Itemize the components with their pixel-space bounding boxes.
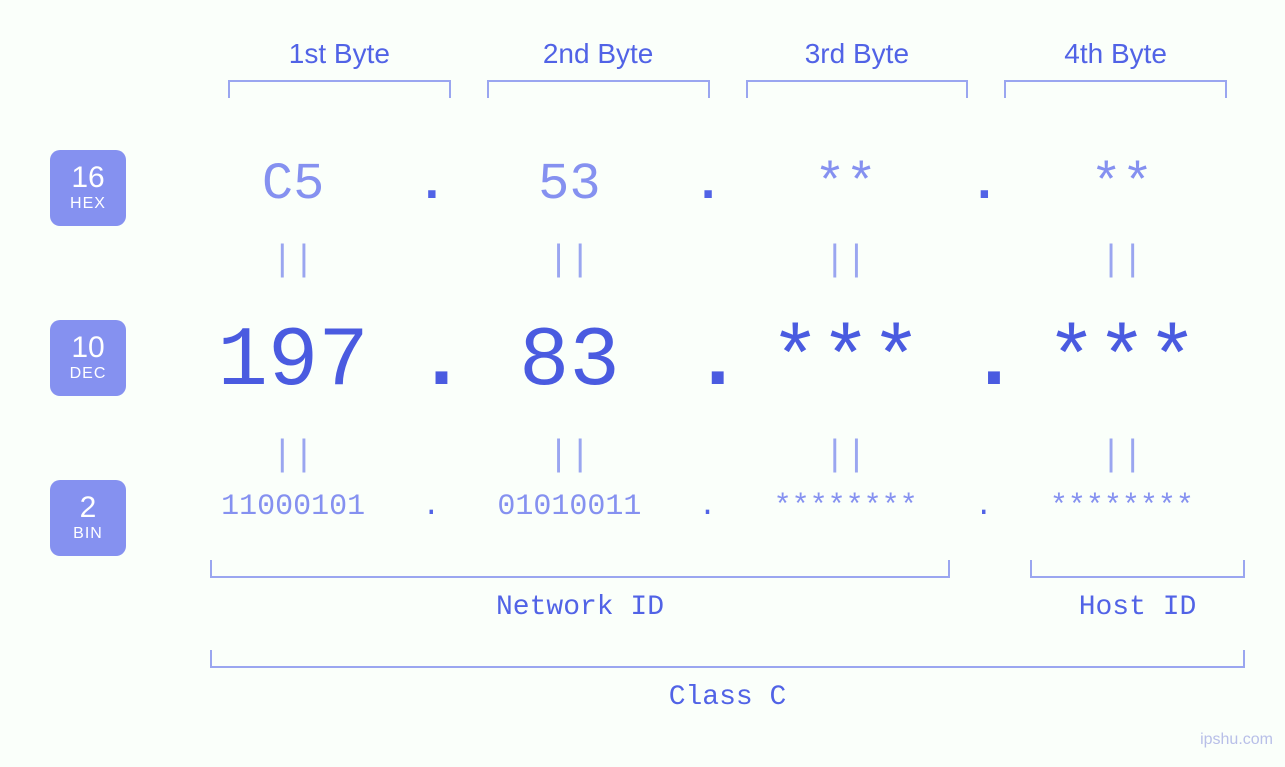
equals-icon: || [170,435,416,476]
dec-byte-2: 83 [446,315,692,410]
bracket-icon [228,80,451,98]
byte-col-4: 4th Byte [986,38,1245,98]
network-id-label: Network ID [210,592,950,623]
base-badge-hex: 16 HEX [50,150,126,226]
watermark: ipshu.com [1200,731,1273,749]
dot-separator: . [693,155,723,214]
equals-icon: || [446,240,692,281]
dec-byte-1: 197 [170,315,416,410]
equals-icon: || [723,435,969,476]
dec-base-number: 10 [71,333,104,363]
hex-byte-3: ** [723,155,969,214]
bracket-icon [746,80,969,98]
hex-byte-4: ** [999,155,1245,214]
bin-base-number: 2 [80,493,97,523]
equals-icon: || [723,240,969,281]
equals-icon: || [446,435,692,476]
dot-separator: . [969,315,999,410]
class-bracket-icon [210,650,1245,668]
class-label: Class C [210,682,1245,713]
dot-separator: . [416,490,446,524]
bin-byte-4: ******** [999,490,1245,524]
equals-row-1: || . || . || . || [170,240,1245,281]
byte-4-label: 4th Byte [986,38,1245,70]
dec-byte-4: *** [999,315,1245,410]
bin-byte-3: ******** [723,490,969,524]
base-badge-bin: 2 BIN [50,480,126,556]
byte-col-3: 3rd Byte [728,38,987,98]
dot-separator: . [693,315,723,410]
byte-2-label: 2nd Byte [469,38,728,70]
byte-headers: 1st Byte 2nd Byte 3rd Byte 4th Byte [210,38,1245,98]
dot-separator: . [969,490,999,524]
host-id-label: Host ID [1030,592,1245,623]
dec-base-label: DEC [70,365,107,383]
equals-icon: || [999,435,1245,476]
bracket-icon [487,80,710,98]
bin-row: 11000101 . 01010011 . ******** . *******… [170,490,1245,524]
equals-icon: || [170,240,416,281]
dot-separator: . [969,155,999,214]
hex-base-label: HEX [70,195,106,213]
byte-1-label: 1st Byte [210,38,469,70]
dot-separator: . [693,490,723,524]
hex-byte-1: C5 [170,155,416,214]
dec-byte-3: *** [723,315,969,410]
dec-row: 197 . 83 . *** . *** [170,315,1245,410]
network-id-bracket-icon [210,560,950,578]
dot-separator: . [416,315,446,410]
hex-byte-2: 53 [446,155,692,214]
host-id-bracket-icon [1030,560,1245,578]
byte-col-2: 2nd Byte [469,38,728,98]
hex-row: C5 . 53 . ** . ** [170,155,1245,214]
base-badge-dec: 10 DEC [50,320,126,396]
equals-icon: || [999,240,1245,281]
hex-base-number: 16 [71,163,104,193]
bin-byte-1: 11000101 [170,490,416,524]
bin-byte-2: 01010011 [446,490,692,524]
byte-col-1: 1st Byte [210,38,469,98]
bracket-icon [1004,80,1227,98]
byte-3-label: 3rd Byte [728,38,987,70]
bin-base-label: BIN [73,525,103,543]
equals-row-2: || . || . || . || [170,435,1245,476]
dot-separator: . [416,155,446,214]
